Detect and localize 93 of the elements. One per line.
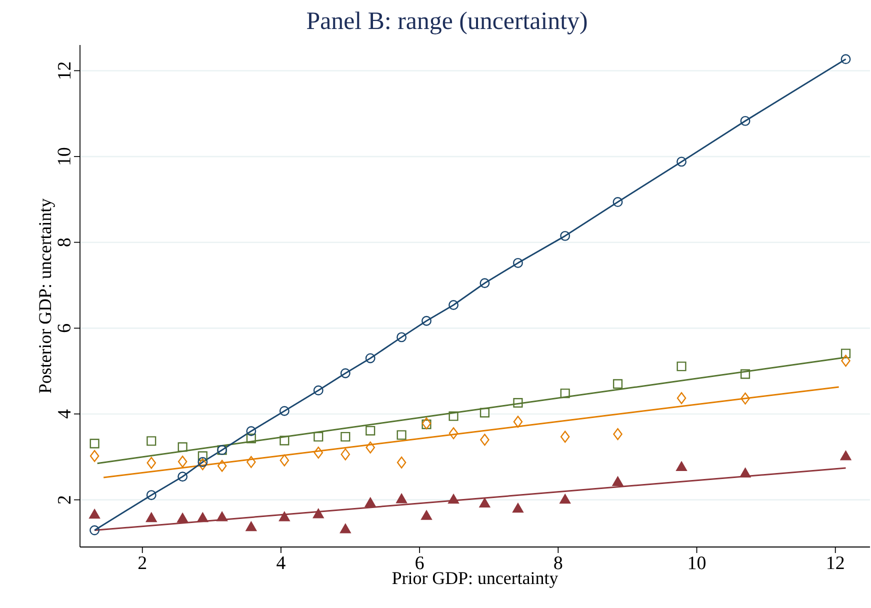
point	[676, 362, 686, 372]
point	[365, 353, 376, 364]
point	[197, 512, 208, 522]
point	[340, 524, 351, 534]
point	[314, 432, 324, 442]
point	[448, 300, 459, 310]
point	[613, 428, 622, 440]
point	[396, 332, 407, 342]
point	[740, 392, 750, 405]
point	[396, 430, 406, 440]
x-axis-title: Prior GDP: uncertainty	[392, 572, 558, 588]
point	[676, 461, 687, 472]
point	[676, 156, 686, 167]
point	[364, 497, 376, 508]
point	[89, 509, 100, 519]
x-tick-label: 4	[276, 556, 286, 569]
point	[612, 476, 624, 486]
y-tick-label: 8	[58, 238, 70, 246]
point	[422, 420, 432, 430]
y-tick-label: 12	[58, 62, 70, 79]
point	[340, 368, 350, 378]
point	[198, 458, 208, 470]
point	[560, 430, 570, 443]
y-tick-label: 2	[58, 496, 70, 504]
point	[740, 468, 751, 478]
point	[246, 434, 256, 444]
point	[340, 432, 350, 442]
point	[612, 379, 623, 389]
point	[480, 408, 490, 418]
point	[840, 54, 851, 64]
point	[448, 494, 459, 504]
point	[279, 406, 290, 416]
point	[560, 230, 570, 241]
point	[512, 503, 524, 513]
point	[448, 427, 458, 440]
point	[560, 494, 571, 504]
point	[841, 354, 850, 367]
point	[312, 508, 324, 518]
point	[396, 456, 406, 468]
point	[178, 442, 188, 452]
point	[146, 490, 156, 500]
point	[217, 460, 227, 472]
point	[146, 456, 156, 469]
x-tick-label: 10	[688, 556, 706, 570]
point	[422, 316, 432, 326]
point	[512, 258, 523, 268]
point	[366, 441, 375, 454]
point	[90, 438, 100, 448]
point	[90, 525, 100, 536]
point	[280, 436, 290, 446]
point	[513, 416, 523, 428]
point	[676, 392, 686, 404]
y-tick-label: 4	[58, 410, 70, 418]
point	[560, 388, 570, 398]
point	[340, 448, 350, 460]
point	[513, 398, 523, 408]
point	[840, 450, 852, 460]
x-tick-label: 8	[554, 556, 562, 570]
point	[146, 436, 156, 446]
point	[178, 472, 188, 482]
point	[198, 451, 208, 461]
point	[198, 457, 208, 468]
point	[396, 494, 407, 504]
point	[314, 446, 324, 459]
point	[280, 454, 290, 466]
point	[246, 456, 256, 468]
chart-title: Panel B: range (uncertainty)	[306, 12, 587, 34]
point	[216, 512, 228, 522]
point	[422, 417, 432, 430]
point	[313, 385, 324, 396]
x-tick-label: 12	[828, 556, 844, 570]
point	[740, 116, 750, 126]
point	[840, 348, 851, 358]
point	[480, 434, 490, 446]
point	[612, 197, 623, 208]
point	[246, 522, 257, 532]
point	[448, 411, 458, 421]
point	[246, 426, 256, 436]
point	[421, 510, 432, 520]
point	[177, 512, 188, 522]
point	[480, 278, 490, 288]
x-tick-label: 2	[138, 556, 146, 570]
point	[479, 498, 490, 508]
point	[740, 369, 750, 379]
y-axis-title: Posterior GDP: uncertainty	[39, 198, 55, 394]
x-tick-label: 6	[416, 556, 424, 570]
y-tick-label: 6	[58, 324, 70, 332]
point	[90, 450, 100, 462]
y-tick-label: 10	[58, 148, 70, 164]
point	[366, 426, 376, 436]
point	[178, 456, 188, 468]
point	[146, 512, 157, 522]
point	[279, 512, 290, 522]
